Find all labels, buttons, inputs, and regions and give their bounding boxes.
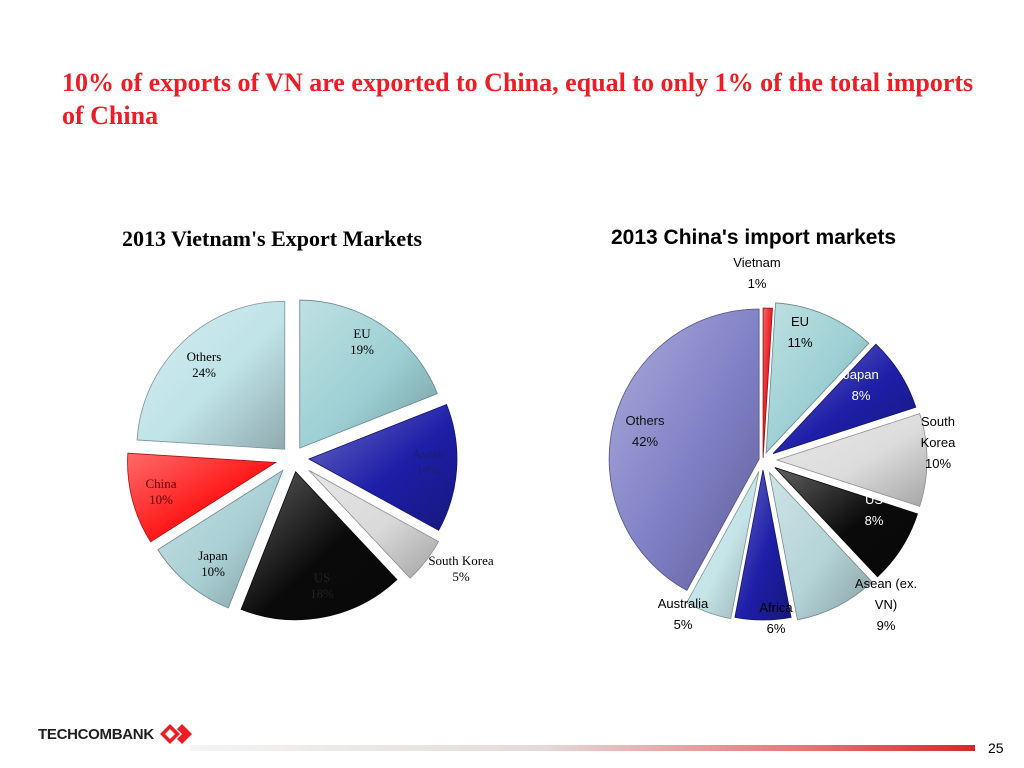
pie-label-japan: Japan 8% xyxy=(843,367,878,403)
pie-label-australia: Australia 5% xyxy=(658,596,709,632)
pie-slice-vietnam xyxy=(762,307,773,459)
pie-slice-us xyxy=(774,467,918,578)
pie-slice-japan xyxy=(157,469,284,609)
pie-slice-africa xyxy=(734,469,792,621)
pie-slice-others xyxy=(136,300,286,450)
pie-slice-others xyxy=(608,308,760,591)
logo-text-techcom: TECHCOM xyxy=(38,725,112,743)
pie-slice-japan xyxy=(772,343,917,454)
pie-label-asean: Asean 14% xyxy=(412,446,445,477)
pie-label-us: US 18% xyxy=(310,570,334,601)
logo-wordmark: TECHCOMBANK xyxy=(38,726,154,743)
pie-label-south-korea: South Korea 5% xyxy=(428,553,494,584)
pie-slice-eu xyxy=(765,302,870,454)
techcombank-logo: TECHCOMBANK xyxy=(38,722,196,746)
pie-slice-eu xyxy=(299,299,438,449)
pie-label-south-korea: South Korea 10% xyxy=(921,414,956,471)
chart-title-vietnam-exports: 2013 Vietnam's Export Markets xyxy=(122,226,423,251)
pie-slice-china xyxy=(127,452,277,543)
pie-slice-australia xyxy=(686,471,760,620)
pie-label-japan: Japan 10% xyxy=(198,548,228,579)
pie-label-asean-ex-vn: Asean (ex. VN) 9% xyxy=(855,576,917,633)
footer-bar xyxy=(190,745,975,751)
logo-diamond-icon xyxy=(159,724,192,744)
pie-slice-south-korea xyxy=(308,469,440,579)
pie-label-china: China 10% xyxy=(145,476,176,507)
pie-label-us: US 8% xyxy=(865,492,884,528)
pie-slice-us xyxy=(240,471,398,621)
chart-title-china-imports: 2013 China's import markets xyxy=(611,226,897,249)
page-number: 25 xyxy=(988,740,1004,756)
pie-label-eu: EU 11% xyxy=(787,314,812,350)
slide-title: 10% of exports of VN are exported to Chi… xyxy=(62,68,974,130)
pie-slice-asean xyxy=(308,404,458,531)
pie-label-eu: EU 19% xyxy=(350,326,374,357)
pie-label-africa: Africa 6% xyxy=(759,600,793,636)
logo-text-bank: BANK xyxy=(111,725,154,743)
pie-label-vietnam: Vietnam 1% xyxy=(733,255,780,291)
pie-slice-asean-ex-vn xyxy=(768,471,873,621)
pie-label-others: Others 42% xyxy=(625,413,665,449)
pie-slice-south-korea xyxy=(775,413,928,507)
pie-label-others: Others 24% xyxy=(187,349,222,380)
